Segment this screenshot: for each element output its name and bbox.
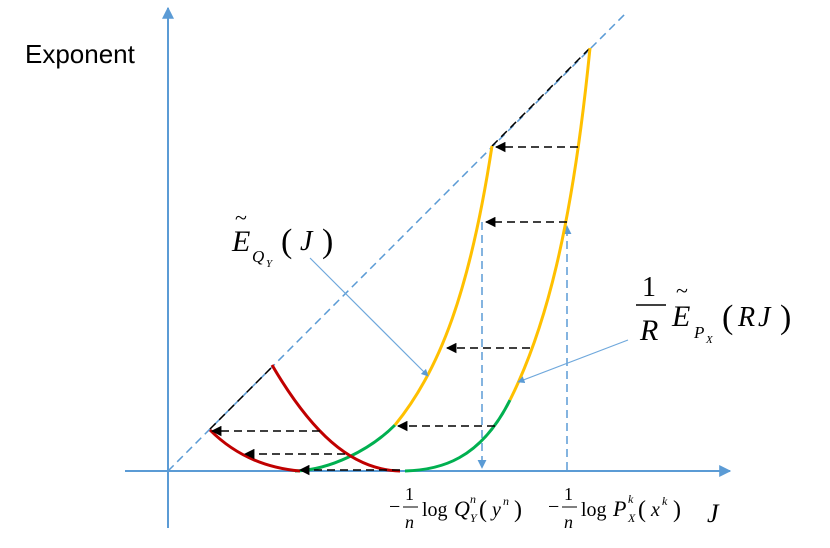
curve-EP-yellow xyxy=(508,47,592,401)
tick-P-num: 1 xyxy=(564,484,573,504)
tick-P-P: P xyxy=(612,496,626,521)
tick-P-den: n xyxy=(564,512,573,532)
label-EQ-lparen: ( xyxy=(281,223,292,260)
label-EP-rparen: ) xyxy=(780,299,791,336)
tick-Q-ysup: n xyxy=(503,494,509,508)
curve-EP-green xyxy=(404,399,512,473)
pointer-EQ xyxy=(309,257,429,377)
tick-P-x: x xyxy=(650,499,660,521)
tick-Q-log: log xyxy=(422,499,448,521)
label-EQ-arg: J xyxy=(300,226,314,257)
label-EP-tilde: ~ xyxy=(676,278,688,303)
label-EQ-E: E xyxy=(231,225,250,258)
tick-Q-lparen: ( xyxy=(479,497,487,523)
label-EP-sub: P xyxy=(693,323,704,342)
tick-Q-den: n xyxy=(405,512,414,532)
label-EP-frac-den: R xyxy=(639,314,658,347)
diagonal-overlay-upper xyxy=(491,47,591,147)
label-EQ-tilde: ~ xyxy=(235,205,247,230)
tick-Q-y: y xyxy=(490,499,501,521)
label-EQ-sub: Q xyxy=(252,247,264,266)
tick-P-Psup: k xyxy=(628,492,634,506)
label-EP-arg-J: J xyxy=(758,302,772,333)
label-EQ-subsub: Y xyxy=(266,258,274,270)
curve-EQ-yellow xyxy=(393,145,494,426)
label-EQ-rparen: ) xyxy=(322,223,333,260)
y-axis-label: Exponent xyxy=(25,39,136,69)
tick-label-Q: − 1 n log Q n Y ( y n ) xyxy=(389,484,522,532)
label-EP-lparen: ( xyxy=(722,299,733,336)
label-EP-frac-num: 1 xyxy=(642,272,656,303)
tick-Q-Q: Q xyxy=(454,496,470,521)
diagonal-overlay-lower xyxy=(209,366,273,430)
tick-Q-minus: − xyxy=(389,496,400,518)
label-EP-E: E xyxy=(671,300,690,333)
tick-label-P: − 1 n log P k X ( x k ) xyxy=(548,484,681,532)
label-EQ: ~ E Q Y ( J ) xyxy=(231,205,333,270)
tick-P-xsup: k xyxy=(662,494,668,508)
tick-P-log: log xyxy=(581,499,607,521)
curve-red-lower xyxy=(208,428,301,473)
x-axis-symbol: J xyxy=(707,499,720,528)
tick-P-minus: − xyxy=(548,496,559,518)
label-EP: 1 R ~ E P X ( R J ) xyxy=(636,272,791,347)
label-EP-subsub: X xyxy=(705,334,714,346)
tick-Q-Qsub: Y xyxy=(470,511,478,525)
tick-Q-rparen: ) xyxy=(514,497,522,523)
horizontal-arrows xyxy=(210,141,578,476)
tick-P-rparen: ) xyxy=(673,497,681,523)
tick-P-Psub: X xyxy=(627,511,636,525)
curve-EQ-green xyxy=(294,423,397,473)
pointer-EP xyxy=(517,339,629,384)
tick-Q-num: 1 xyxy=(405,484,414,504)
tick-Q-Qsup: n xyxy=(470,492,476,506)
curve-red xyxy=(270,364,401,473)
tick-P-lparen: ( xyxy=(638,497,646,523)
axes xyxy=(125,6,732,528)
label-EP-arg-R: R xyxy=(737,302,755,333)
